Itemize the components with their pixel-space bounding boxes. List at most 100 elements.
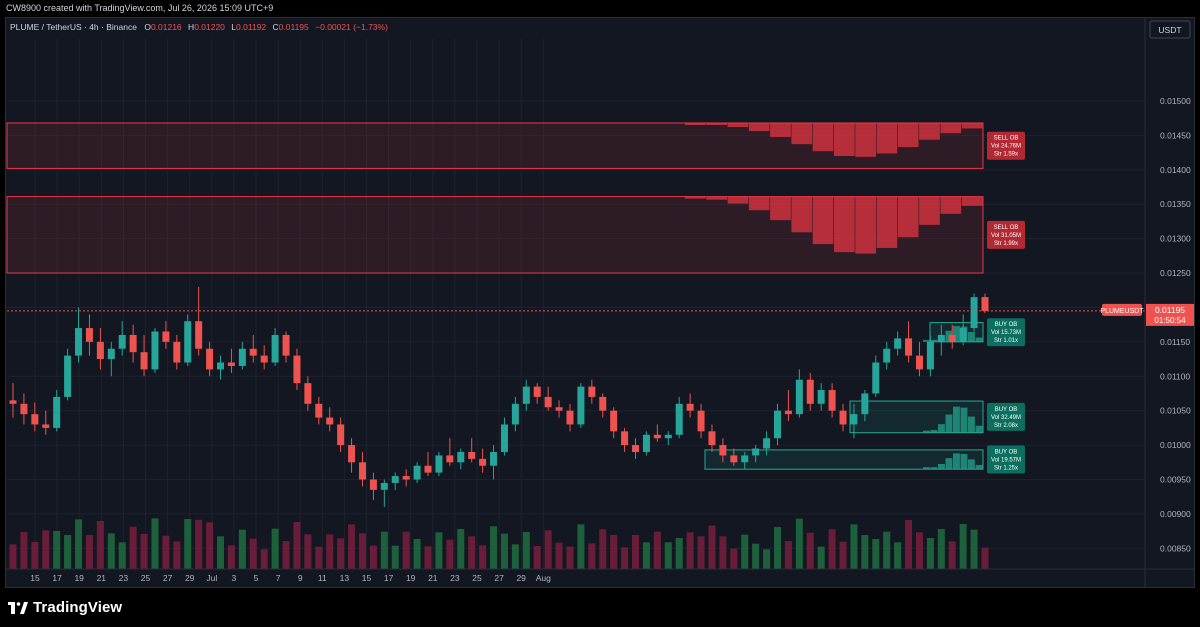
candle-down [555, 407, 563, 411]
time-tick-label: 13 [340, 573, 350, 583]
candle-down [424, 465, 432, 473]
symbol-badge [1102, 303, 1142, 316]
volume-profile-bin [945, 414, 953, 433]
volume-bar [206, 522, 214, 569]
volume-profile-bin [685, 196, 706, 199]
candle-up [872, 362, 880, 394]
candle-up [937, 334, 945, 342]
volume-bar [42, 530, 50, 569]
candle-down [227, 362, 235, 366]
order-block-label-box [987, 131, 1025, 160]
candle-up [959, 328, 967, 342]
candle-down [621, 431, 629, 446]
volume-bar [675, 538, 683, 569]
buy-order-block [704, 449, 984, 470]
order-block-volume: Vol 24.76M [991, 144, 1021, 150]
candle-up [763, 438, 771, 449]
tradingview-logo[interactable]: TradingView [8, 599, 122, 616]
order-block-strength: Str 2.08x [994, 423, 1018, 429]
candle-down [402, 476, 410, 480]
candle-down [304, 383, 312, 404]
volume-bar [883, 531, 891, 569]
candle-up [894, 338, 902, 349]
volume-bar [173, 541, 181, 569]
time-tick-label: 17 [384, 573, 394, 583]
price-tick-label: 0.00950 [1160, 475, 1191, 485]
last-price-badge [1146, 303, 1194, 326]
volume-profile-bin [727, 122, 749, 128]
candle-down [839, 410, 847, 425]
volume-bar [348, 524, 356, 569]
volume-bar [839, 541, 847, 569]
candle-down [326, 417, 334, 425]
volume-bar [151, 518, 159, 569]
time-tick-label: 7 [276, 573, 281, 583]
candle-down [96, 341, 104, 360]
candle-down [468, 451, 476, 459]
volume-bar [784, 541, 792, 569]
candle-up [741, 455, 749, 463]
candle-up [118, 334, 126, 349]
volume-bar [861, 535, 869, 569]
price-tick-label: 0.01050 [1160, 406, 1191, 416]
candle-down [981, 297, 989, 311]
time-tick-label: 3 [232, 573, 237, 583]
volume-bar [31, 542, 39, 569]
candle-down [20, 403, 28, 415]
order-block-label-box [987, 445, 1025, 474]
time-tick-label: 19 [74, 573, 84, 583]
candle-down [446, 455, 454, 463]
price-tick-label: 0.01250 [1160, 268, 1191, 278]
volume-bar [905, 520, 913, 569]
time-tick-label: Jul [206, 573, 217, 583]
candle-down [915, 355, 923, 370]
volume-profile-bin [919, 196, 940, 225]
candle-up [926, 341, 934, 370]
volume-profile-bin [953, 325, 960, 342]
candle-down [566, 410, 574, 425]
volume-bar [697, 536, 705, 569]
volume-bar [315, 546, 323, 569]
price-chart[interactable]: 0.01500 0.01450 0.01400 0.01350 0.01300 0.012… [5, 17, 1195, 588]
candle-up [151, 331, 159, 370]
candle-down [610, 410, 618, 432]
brand-name: TradingView [33, 599, 123, 616]
volume-bar [20, 532, 28, 569]
volume-bar [118, 542, 126, 569]
candle-down [337, 424, 345, 446]
price-axis[interactable]: 0.01500 0.01450 0.01400 0.01350 0.01300 0.012… [1100, 17, 1194, 588]
volume-bar [817, 546, 825, 569]
time-axis[interactable]: 15 17 19 21 23 25 27 29 Jul 3 5 7 9 11 13 15 17 19 21 23 25 2… [5, 568, 1195, 583]
svg-text:PLUME / TetherUS · 4h · Binanc: PLUME / TetherUS · 4h · Binance O0.01216… [10, 22, 388, 32]
volume-profile-bin [940, 122, 962, 134]
volume-bar [500, 533, 508, 569]
candle-down [249, 348, 257, 356]
volume-bar [380, 531, 388, 569]
currency-button[interactable]: USDT [1149, 20, 1191, 39]
volume-bar [730, 548, 738, 569]
candle-down [358, 462, 366, 480]
volume-bar [391, 545, 399, 569]
volume-profile-bin [961, 122, 983, 129]
candle-down [948, 334, 956, 342]
volume-profile-bin [706, 196, 727, 200]
price-tick-label: 0.01000 [1160, 440, 1191, 450]
volume-bar [664, 542, 672, 569]
volume-bar [937, 529, 945, 569]
volume-profile-bin [968, 416, 975, 433]
volume-profile-bin [961, 196, 983, 206]
time-tick-label: Aug [536, 573, 551, 583]
order-block-type: BUY OB [995, 450, 1018, 456]
volume-bar [490, 526, 498, 569]
volume-profile-bin [791, 122, 813, 145]
candle-down [85, 328, 93, 342]
time-tick-label: 15 [30, 573, 40, 583]
close-value: 0.01195 [279, 22, 309, 32]
volume-profile-bin [897, 196, 919, 238]
time-tick-label: 5 [254, 573, 259, 583]
candle-down [260, 355, 268, 363]
volume-bar [424, 546, 432, 569]
candle-up [457, 451, 465, 463]
order-block-type: SELL OB [994, 225, 1019, 231]
candle-up [500, 424, 508, 452]
